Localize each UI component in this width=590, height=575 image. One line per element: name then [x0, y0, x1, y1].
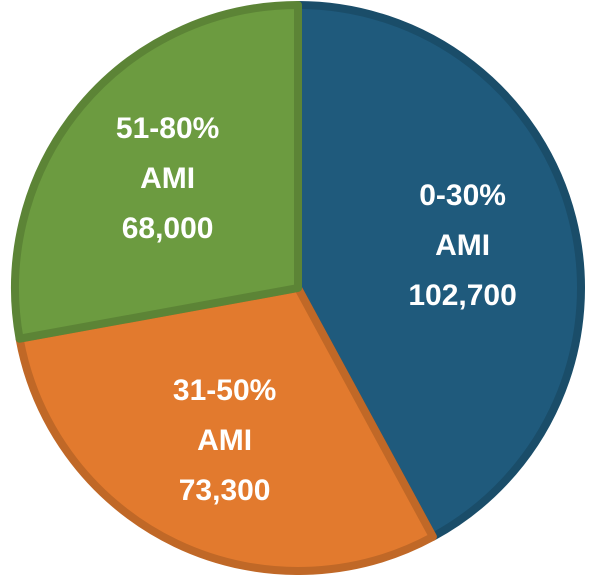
slice-label: 31-50% AMI 73,300 — [125, 361, 325, 521]
label-box: 0-30% AMI 102,700 — [363, 166, 563, 326]
slice-label: 51-80% AMI 68,000 — [68, 99, 268, 259]
pie-slice — [15, 284, 437, 575]
pie-slice — [294, 1, 585, 541]
pie-slice — [11, 1, 302, 343]
value-label: 73,300 — [178, 474, 271, 508]
label-box: 31-50% AMI 73,300 — [125, 361, 325, 521]
category-label: 31-50% AMI — [172, 374, 277, 458]
slice-label: 0-30% AMI 102,700 — [363, 166, 563, 326]
value-label: 68,000 — [121, 212, 214, 246]
value-label: 102,700 — [408, 279, 517, 313]
category-label: 51-80% AMI — [115, 112, 220, 196]
label-box: 51-80% AMI 68,000 — [68, 99, 268, 259]
category-label: 0-30% AMI — [419, 179, 506, 263]
